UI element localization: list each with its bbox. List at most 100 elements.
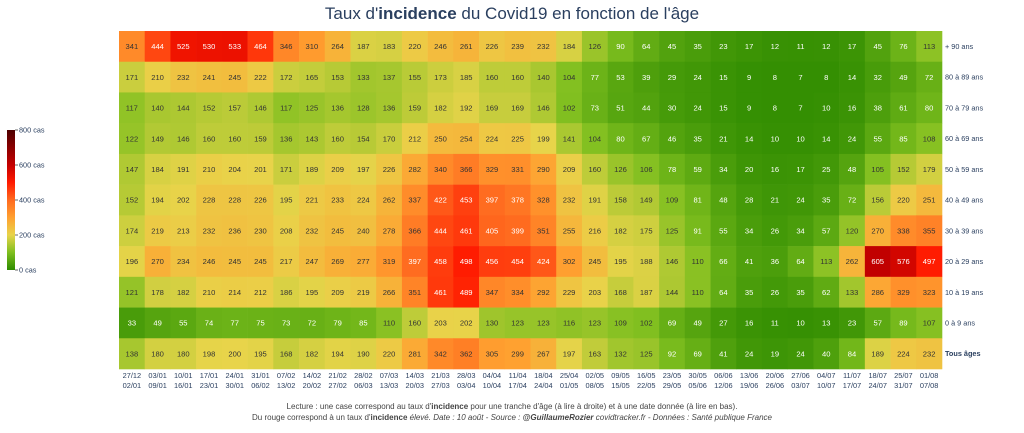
heatmap-cell [376,153,403,185]
heatmap-cell [196,276,223,308]
heatmap-cell [299,276,326,308]
heatmap-cell [479,215,506,247]
heatmap-cell [916,153,943,185]
heatmap-cell [453,61,480,93]
heatmap-cell [376,61,403,93]
cell-value-label: 203 [588,288,601,297]
cell-value-label: 233 [331,196,344,205]
heatmap-cell [813,61,840,93]
cell-value-label: 10 [796,319,804,328]
cell-value-label: 210 [151,73,164,82]
heatmap-cell [864,246,891,278]
cell-value-label: 497 [923,257,936,266]
x-tick-label-start: 10/01 [174,371,193,380]
row-label: 70 à 79 ans [945,103,983,112]
cell-value-label: 220 [897,196,910,205]
heatmap-cell [864,215,891,247]
cell-value-label: 130 [486,319,499,328]
cell-value-label: 14 [822,134,830,143]
cell-value-label: 173 [434,73,447,82]
row-label: 60 à 69 ans [945,134,983,143]
heatmap-cell [890,153,917,185]
heatmap-cell [813,123,840,155]
cell-value-label: 75 [256,319,264,328]
heatmap-cell [684,338,711,370]
cell-value-label: 182 [614,226,627,235]
heatmap-cell [119,307,146,339]
cell-value-label: 240 [357,226,370,235]
colorbar-gradient [7,130,15,270]
cell-value-label: 12 [822,42,830,51]
heatmap-cell [427,338,454,370]
cell-value-label: 226 [254,196,267,205]
heatmap-cell [581,92,608,124]
x-tick-label-end: 02/01 [123,381,142,390]
cell-value-label: 232 [203,226,216,235]
cell-value-label: 366 [408,226,421,235]
cell-value-label: 169 [486,104,499,113]
heatmap-cell [710,153,737,185]
heatmap-cell [247,61,274,93]
x-tick-label-end: 06/02 [251,381,270,390]
cell-value-label: 74 [205,319,213,328]
cell-value-label: 267 [537,349,550,358]
cell-value-label: 49 [693,319,701,328]
x-tick-label-end: 20/02 [303,381,322,390]
heatmap-cell [864,276,891,308]
heatmap-cell [736,123,763,155]
heatmap-cell [196,215,223,247]
heatmap-cell [581,123,608,155]
cell-value-label: 20 [745,165,753,174]
heatmap-cell [839,61,866,93]
heatmap-cell [144,276,171,308]
cell-value-label: 454 [511,257,524,266]
cell-value-label: 38 [873,104,881,113]
cell-value-label: 146 [666,257,679,266]
cell-value-label: 34 [796,226,804,235]
heatmap-cell [504,246,531,278]
cell-value-label: 200 [228,349,241,358]
cell-value-label: 226 [383,165,396,174]
cell-value-label: 174 [126,226,139,235]
x-tick-label-end: 10/04 [483,381,502,390]
cell-value-label: 187 [357,42,370,51]
heatmap-cell [273,153,300,185]
heatmap-cell [376,276,403,308]
cell-value-label: 24 [745,349,753,358]
heatmap-cell [221,276,248,308]
cell-value-label: 195 [280,196,293,205]
cell-value-label: 17 [848,42,856,51]
heatmap-cell [247,92,274,124]
heatmap-cell [787,215,814,247]
cell-value-label: 41 [745,257,753,266]
cell-value-label: 239 [511,42,524,51]
cell-value-label: 49 [899,73,907,82]
cell-value-label: 399 [511,226,524,235]
cell-value-label: 7 [798,73,802,82]
cell-value-label: 21 [719,134,727,143]
cell-value-label: 136 [331,104,344,113]
x-tick-label-end: 22/05 [637,381,656,390]
heatmap-cell [890,184,917,216]
heatmap-cell [273,123,300,155]
cell-value-label: 21 [771,196,779,205]
heatmap-cell [710,123,737,155]
cell-value-label: 222 [254,73,267,82]
heatmap-cell [607,338,634,370]
row-label: 50 à 59 ans [945,165,983,174]
x-tick-label-start: 18/07 [868,371,887,380]
x-tick-label-end: 12/06 [714,381,733,390]
x-tick-label-start: 01/08 [920,371,939,380]
heatmap-cell [324,246,351,278]
cell-value-label: 55 [873,134,881,143]
cell-value-label: 338 [897,226,910,235]
heatmap-cell [247,153,274,185]
row-label: 10 à 19 ans [945,288,983,297]
cell-value-label: 156 [871,196,884,205]
heatmap-cell [607,31,634,63]
heatmap-cell [324,276,351,308]
heatmap-cell [479,246,506,278]
heatmap-cell [607,123,634,155]
cell-value-label: 530 [203,42,216,51]
cell-value-label: 140 [537,73,550,82]
